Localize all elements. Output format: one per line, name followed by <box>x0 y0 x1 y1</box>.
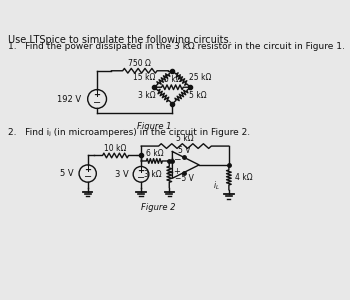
Text: 10 kΩ: 10 kΩ <box>104 144 127 153</box>
Text: 5 V: 5 V <box>178 146 190 155</box>
Text: +: + <box>84 165 91 174</box>
Text: +: + <box>173 167 180 176</box>
Text: +: + <box>138 166 145 175</box>
Text: 5 V: 5 V <box>60 169 74 178</box>
Text: 750 Ω: 750 Ω <box>128 58 151 68</box>
Text: 4 kΩ: 4 kΩ <box>235 173 253 182</box>
Text: Figure 1: Figure 1 <box>137 122 172 131</box>
Text: 5 kΩ: 5 kΩ <box>176 134 194 143</box>
Text: −5 V: −5 V <box>175 175 194 184</box>
Text: Use LTSpice to simulate the following circuits.: Use LTSpice to simulate the following ci… <box>8 35 231 45</box>
Text: Figure 2: Figure 2 <box>141 203 176 212</box>
Text: −: − <box>137 173 145 183</box>
Text: +: + <box>93 90 100 99</box>
Text: 3 kΩ: 3 kΩ <box>138 91 155 100</box>
Text: 1.   Find the power dissipated in the 3 kΩ resistor in the circuit in Figure 1.: 1. Find the power dissipated in the 3 kΩ… <box>8 42 344 51</box>
Text: 6 kΩ: 6 kΩ <box>146 149 163 158</box>
Text: 25 kΩ: 25 kΩ <box>189 73 212 82</box>
Text: 192 V: 192 V <box>57 94 82 103</box>
Text: 5 kΩ: 5 kΩ <box>163 75 181 84</box>
Text: 2.   Find iⱼ (in microamperes) in the circuit in Figure 2.: 2. Find iⱼ (in microamperes) in the circ… <box>8 128 250 137</box>
Text: $i_L$: $i_L$ <box>213 180 219 192</box>
Text: 5 kΩ: 5 kΩ <box>189 91 207 100</box>
Text: 15 kΩ: 15 kΩ <box>133 73 155 82</box>
Text: 3 V: 3 V <box>115 170 128 179</box>
Text: −: − <box>173 154 180 163</box>
Text: 3 kΩ: 3 kΩ <box>144 170 161 179</box>
Text: −: − <box>84 172 92 182</box>
Text: −: − <box>93 98 101 108</box>
